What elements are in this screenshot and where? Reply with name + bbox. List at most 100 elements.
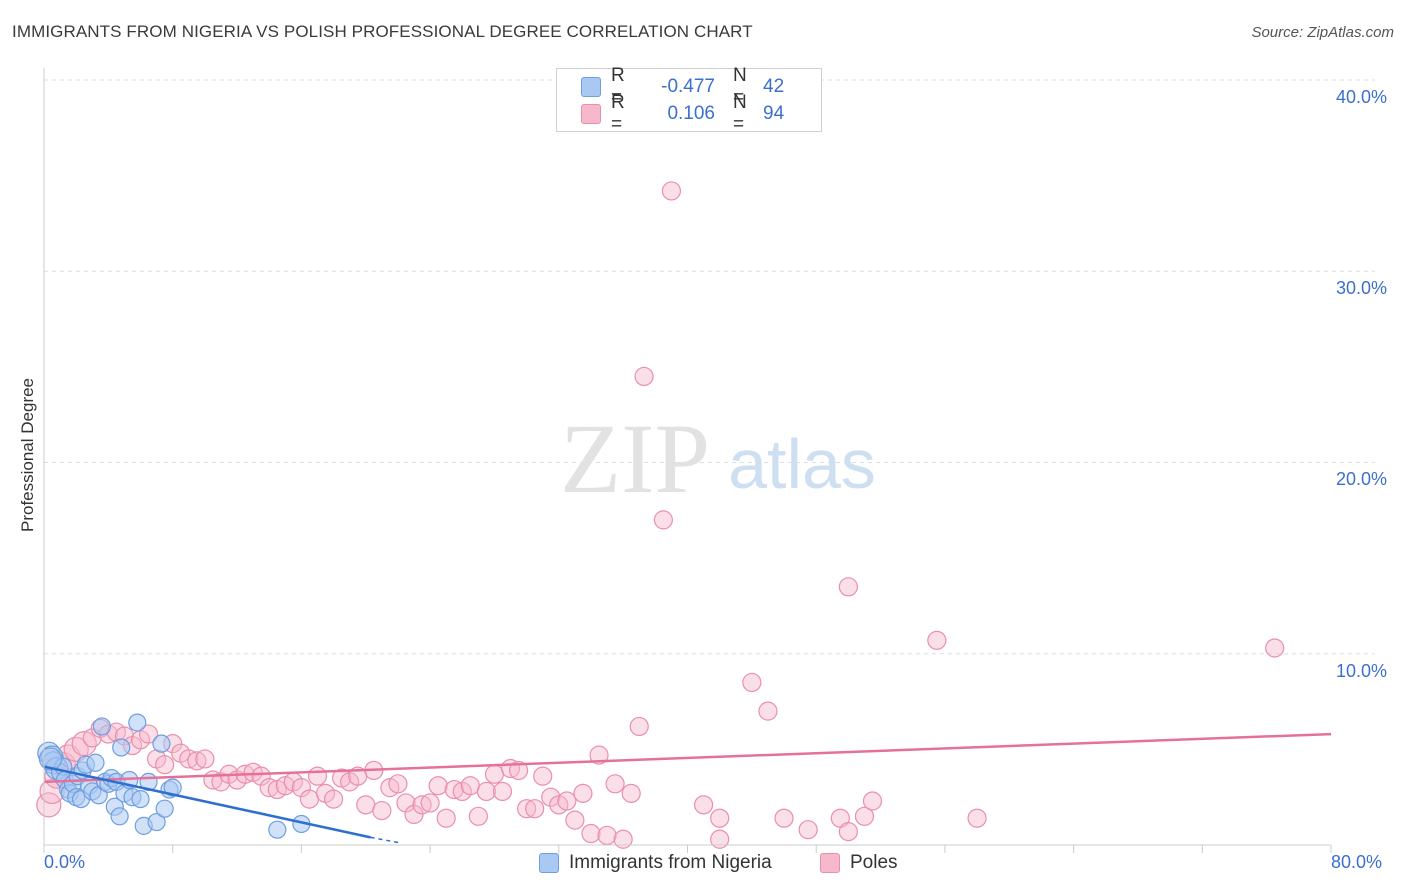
poles-point [299,789,320,809]
poles-point [758,701,778,721]
poles-point [710,829,730,849]
poles-point [71,731,97,757]
poles-point [517,799,537,819]
poles-point [798,820,818,840]
nigeria-point [38,747,63,771]
poles-point [356,795,376,815]
poles-trend-line [43,732,1332,784]
poles-point [251,766,271,786]
poles-point [492,781,513,802]
series-legend: Immigrants from Nigeria Poles [0,852,1406,878]
watermark-zip: ZIP [560,403,710,514]
poles-point [581,823,601,844]
series-legend-poles[interactable]: Poles [820,852,898,874]
legend-n-label: N = [733,65,747,108]
poles-point [179,749,199,769]
nigeria-point [268,820,287,839]
poles-point [307,766,328,786]
poles-point [854,806,875,826]
poles-point [621,783,641,803]
poles-point [211,772,231,792]
poles-point [605,774,625,794]
poles-point [404,804,424,825]
legend-r-value: 0.106 [667,103,715,124]
nigeria-point [112,738,131,757]
poles-point [508,760,529,781]
nigeria-trend-extension [370,836,402,844]
legend-r-label: R = [611,92,625,135]
poles-point [597,825,617,846]
y-tick-label-30: 30.0% [1336,278,1388,298]
poles-point [661,181,682,201]
nigeria-point [110,807,129,826]
poles-point [774,808,794,828]
x-tick-label-max: 80.0% [1331,852,1383,872]
poles-point [396,793,416,813]
poles-point [372,800,392,821]
poles-point [444,779,464,800]
axes [43,68,1332,853]
x-tick-label-min: 0.0% [44,852,86,872]
poles-point [838,577,858,597]
legend-r-value: -0.477 [661,76,715,97]
nigeria-point [128,713,147,732]
poles-point [484,764,505,784]
poles-point [573,783,593,803]
legend-swatch-poles [820,853,840,873]
series-legend-poles-label: Poles [850,852,898,873]
legend-n-value: 42 [763,76,785,97]
correlation-legend: R = -0.477 N = 42 R = 0.106 N = 94 [556,65,822,135]
poles-point [476,781,497,802]
grid-lines [44,79,1375,655]
poles-point [195,749,215,769]
poles-point [388,774,408,794]
legend-row-poles: R = 0.106 N = 94 [581,92,785,135]
poles-point [653,510,673,530]
poles-point [927,630,947,650]
poles-point [967,808,987,828]
nigeria-point [131,789,150,809]
y-tick-label-10: 10.0% [1336,661,1388,681]
poles-point [613,829,633,849]
poles-point [323,789,344,809]
watermark: ZIP atlas [560,403,876,514]
trend-lines [43,732,1332,844]
poles-point [541,787,561,807]
legend-swatch-nigeria [539,853,559,873]
poles-point [412,795,432,815]
watermark-atlas: atlas [728,425,876,503]
y-tick-label-40: 40.0% [1336,87,1388,107]
poles-point [742,672,762,693]
poles-point [187,751,207,771]
poles-point [533,766,553,786]
legend-r-label: R = [611,65,625,108]
poles-point [138,724,159,744]
nigeria-trend-line [43,765,371,839]
poles-point [693,795,714,815]
series-poles-points [36,181,1285,849]
poles-point [629,716,649,737]
poles-point [420,793,440,813]
nigeria-point [163,778,182,797]
nigeria-point [152,734,171,753]
legend-n-value: 94 [763,103,785,124]
poles-point [710,808,730,828]
poles-point [428,776,448,796]
legend-swatch-poles [581,104,601,124]
poles-point [525,799,545,819]
poles-point [468,806,488,826]
nigeria-point [92,717,112,736]
poles-point [634,366,654,387]
poles-point [838,822,858,842]
poles-point [291,778,311,798]
legend-swatch-nigeria [581,77,601,97]
nigeria-point [155,799,174,818]
nigeria-point [86,753,105,772]
legend-row-nigeria: R = -0.477 N = 42 [581,65,785,108]
poles-point [589,745,609,765]
poles-point [557,791,577,811]
poles-point [460,776,480,796]
series-legend-nigeria[interactable]: Immigrants from Nigeria [539,852,772,874]
chart-title: IMMIGRANTS FROM NIGERIA VS POLISH PROFES… [12,22,753,41]
